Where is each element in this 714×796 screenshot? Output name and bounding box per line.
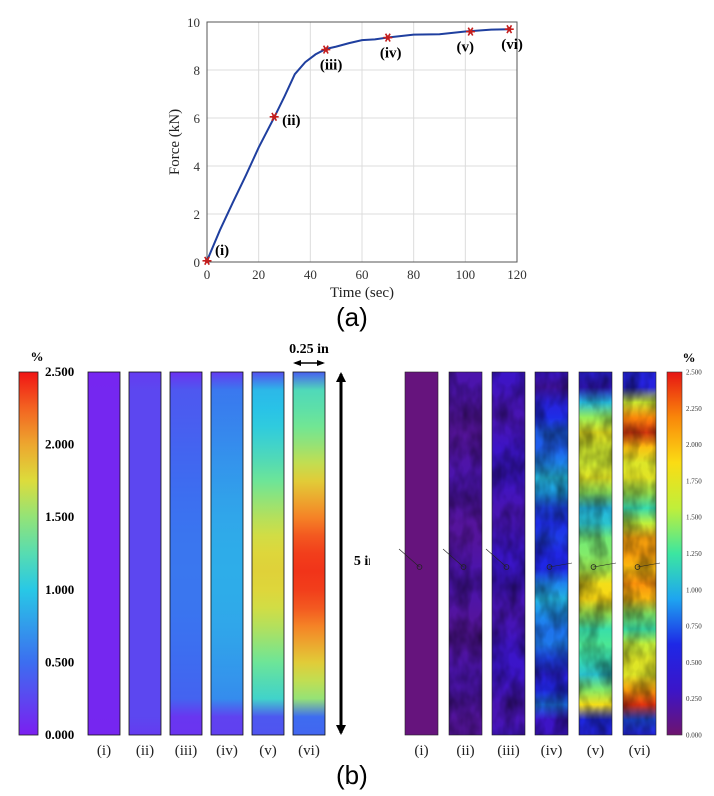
x-tick-label: 60	[356, 267, 369, 282]
dic-stage-label: (iv)	[541, 743, 563, 759]
gauge-point-marker	[460, 564, 467, 570]
dic-specimen-bar	[622, 371, 657, 736]
force-plot-area: 0 20 40 60 80 100 120 0 2 4 6 8 10 Time (sec) Force (k…	[167, 15, 527, 301]
width-arrowhead-left	[293, 360, 301, 366]
force-time-chart: 0 20 40 60 80 100 120 0 2 4 6 8 10 Time (sec) Force (k…	[167, 15, 527, 301]
stage-marker-label: (iii)	[320, 58, 343, 74]
y-tick-label: 4	[194, 159, 201, 174]
stage-marker-label: (iv)	[380, 46, 402, 62]
gauge-point-marker	[634, 564, 641, 570]
y-tick-label: 6	[194, 111, 201, 126]
simulation-strain-panel: % 0.000 0.500 1.000 1.500 2.000 2.500 (i) (ii) (i…	[18, 342, 370, 759]
length-arrowhead-bottom	[336, 725, 346, 735]
gauge-leader-line	[637, 562, 661, 568]
y-tick-label: 8	[194, 63, 201, 78]
gauge-leader-line	[549, 562, 573, 568]
gauge-leader-line	[593, 562, 617, 568]
colorbar-tick-label: 2.500	[686, 369, 702, 377]
dic-specimen-bar	[578, 371, 613, 736]
gauge-leader-line	[442, 548, 464, 568]
dic-stage-label: (ii)	[456, 743, 474, 759]
gauge-point-marker	[546, 564, 553, 570]
sim-stage-label: (v)	[259, 743, 277, 759]
stage-marker	[202, 256, 212, 266]
sim-stage-label: (iii)	[175, 743, 198, 759]
dic-stage-label: (i)	[414, 743, 428, 759]
gauge-leader-line	[485, 548, 507, 568]
sim-specimen-bar	[128, 371, 162, 736]
stage-marker	[466, 27, 475, 36]
colorbar-tick-label: 0.000	[45, 727, 74, 742]
stage-marker-label: (i)	[215, 243, 229, 259]
stage-marker-label: (ii)	[282, 113, 300, 129]
dic-stage-label: (iii)	[497, 743, 520, 759]
dic-strain-panel: (i) (ii) (iii) (iv) (v) (vi)% 0.000 0.250 0.500 0…	[398, 350, 702, 759]
dic-specimen-bar	[448, 371, 483, 736]
stage-marker	[383, 33, 393, 42]
length-arrowhead-top	[336, 372, 346, 382]
sim-specimen-bar	[251, 371, 285, 736]
sim-stage-label: (iv)	[216, 743, 238, 759]
x-axis-label: Time (sec)	[330, 285, 394, 301]
stage-marker-label: (v)	[457, 40, 475, 56]
dic-specimen-bar	[404, 371, 439, 736]
width-dimension-label: 0.25 in	[289, 342, 329, 357]
stage-marker-label: (vi)	[501, 37, 523, 53]
gauge-point-marker	[590, 564, 597, 570]
stage-marker	[269, 112, 279, 122]
dic-specimen-bar	[534, 371, 569, 736]
dic-stage-label: (vi)	[629, 743, 651, 759]
width-arrowhead-right	[317, 360, 325, 366]
stage-marker	[321, 45, 331, 54]
colorbar-tick-label: 0.750	[686, 623, 702, 631]
x-tick-label: 100	[456, 267, 476, 282]
colorbar-tick-label: 1.750	[686, 477, 702, 485]
colorbar-tick-label: 0.000	[686, 732, 702, 740]
colorbar-left	[18, 371, 39, 736]
colorbar-unit-label: %	[683, 350, 696, 365]
sim-specimen-bar	[169, 371, 203, 736]
y-tick-label: 0	[194, 255, 201, 270]
colorbar-unit-label: %	[31, 349, 44, 364]
caption-b: (b)	[336, 760, 368, 790]
colorbar-tick-label: 2.000	[686, 441, 702, 449]
colorbar-tick-label: 2.500	[45, 364, 74, 379]
x-tick-label: 20	[252, 267, 265, 282]
colorbar-tick-label: 0.500	[686, 659, 702, 667]
caption-a: (a)	[336, 302, 368, 332]
gauge-leader-line	[398, 548, 420, 568]
colorbar-tick-label: 1.250	[686, 550, 702, 558]
y-tick-label: 2	[194, 207, 201, 222]
x-tick-label: 120	[507, 267, 527, 282]
colorbar-tick-label: 1.500	[45, 509, 74, 524]
plot-frame	[206, 21, 518, 263]
colorbar-tick-label: 0.250	[686, 695, 702, 703]
x-tick-label: 80	[407, 267, 420, 282]
colorbar-tick-label: 0.500	[45, 654, 74, 669]
colorbar-tick-label: 1.000	[45, 582, 74, 597]
dic-specimen-bar	[491, 371, 526, 736]
sim-stage-label: (i)	[97, 743, 111, 759]
stage-marker	[504, 24, 514, 34]
sim-specimen-bar	[87, 371, 121, 736]
sim-stage-label: (ii)	[136, 743, 154, 759]
colorbar-tick-label: 2.000	[45, 437, 74, 452]
colorbar-tick-label: 1.500	[686, 514, 702, 522]
y-axis-label: Force (kN)	[167, 109, 183, 175]
colorbar-right	[666, 371, 683, 736]
sim-stage-label: (vi)	[298, 743, 320, 759]
x-tick-label: 0	[204, 267, 211, 282]
sim-specimen-bar	[292, 371, 326, 736]
colorbar-tick-label: 2.250	[686, 405, 702, 413]
colorbar-tick-label: 1.000	[686, 586, 702, 594]
gauge-point-marker	[503, 564, 510, 570]
length-dimension-label: 5 in	[354, 554, 370, 569]
dic-stage-label: (v)	[587, 743, 605, 759]
y-tick-label: 10	[187, 15, 200, 30]
gauge-point-marker	[416, 564, 423, 570]
x-tick-label: 40	[304, 267, 317, 282]
sim-specimen-bar	[210, 371, 244, 736]
